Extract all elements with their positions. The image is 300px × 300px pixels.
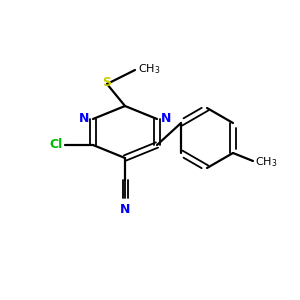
Text: N: N <box>161 112 171 125</box>
Text: CH$_3$: CH$_3$ <box>255 155 278 169</box>
Text: CH$_3$: CH$_3$ <box>138 62 160 76</box>
Text: Cl: Cl <box>50 139 63 152</box>
Text: N: N <box>120 203 130 216</box>
Text: S: S <box>103 76 112 89</box>
Text: N: N <box>79 112 89 125</box>
